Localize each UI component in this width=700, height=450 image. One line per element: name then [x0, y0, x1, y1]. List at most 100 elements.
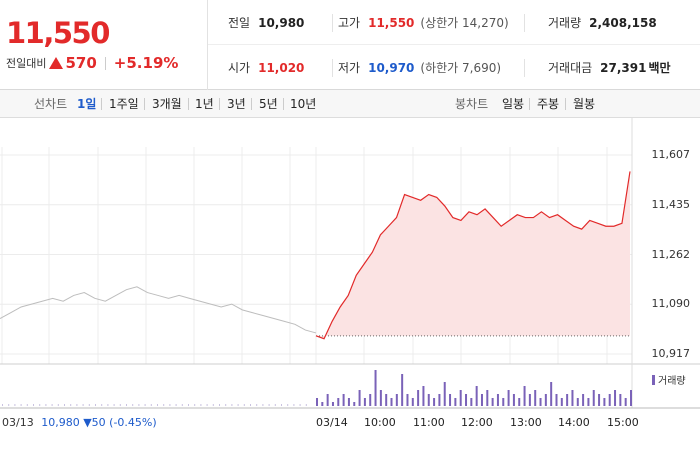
change-row: 전일대비 570 +5.19% [6, 54, 178, 72]
prev-volume-bar [144, 404, 146, 406]
candle-daily-button[interactable]: 일봉 [502, 97, 525, 111]
high-value: 11,550 [368, 15, 415, 30]
volume-bar [582, 394, 585, 406]
today-price-line [315, 171, 631, 340]
prev-volume-bar [88, 404, 90, 406]
volume-bar [475, 386, 478, 406]
prev-volume-bar [206, 404, 208, 406]
divider [565, 98, 566, 110]
prev-volume-bar [194, 404, 196, 406]
volume-bar [406, 394, 409, 406]
range-1w-button[interactable]: 1주일 [109, 97, 139, 111]
prev-volume-bar [33, 404, 34, 406]
prev-volume-bar [169, 404, 171, 406]
volume-bar [379, 390, 382, 406]
prev-volume-bar [163, 404, 165, 406]
prev-volume-bar [150, 404, 152, 406]
prev-volume-bar [250, 404, 251, 406]
y-tick-label: 10,917 [651, 347, 691, 360]
y-tick-label: 11,090 [651, 297, 691, 311]
y-tick-label: 11,435 [651, 197, 691, 211]
x-tick-label: 15:00 [607, 416, 639, 429]
volume-bar [374, 370, 377, 406]
range-3m-button[interactable]: 3개월 [152, 97, 182, 111]
change-amount: 570 [65, 54, 97, 72]
change-label: 전일대비 [6, 57, 47, 70]
divider [188, 98, 189, 110]
volume-bar [576, 398, 579, 406]
price-chart[interactable]: 11,607 11,435 11,262 11,090 10,917 03/14 10:0… [0, 118, 700, 450]
lower-limit: (하한가 7,690) [420, 61, 502, 75]
volume-bar [347, 398, 350, 406]
volume-bar [454, 398, 457, 406]
prev-volume-bar [231, 404, 233, 406]
prev-day-date: 03/13 [2, 416, 34, 429]
y-tick-label: 11,607 [651, 148, 691, 161]
volume-bar [390, 398, 393, 406]
y-tick-label: 11,262 [651, 247, 691, 261]
prev-volume-bar [274, 404, 276, 406]
divider [332, 59, 333, 77]
volume-bar [326, 394, 329, 406]
volume-bar [417, 390, 420, 406]
prev-volume-bar [2, 404, 3, 406]
volume-bar [480, 394, 483, 406]
prev-volume-bar [107, 404, 109, 406]
range-1d-button[interactable]: 1일 [77, 97, 97, 111]
volume-value: 2,408,158 [589, 15, 657, 30]
range-1y-button[interactable]: 1년 [195, 97, 214, 111]
stats-row-2: 시가 11,020 저가 10,970 (하한가 7,690) 거래대금 27,… [208, 45, 700, 90]
candle-chart-label: 봉차트 [455, 97, 489, 111]
prev-volume-bar [8, 404, 10, 406]
volume-swatch [652, 374, 655, 385]
volume-bar [560, 398, 563, 406]
x-tick-label: 14:00 [558, 416, 590, 429]
volume-bar [358, 390, 361, 406]
prev-volume-bar [281, 404, 282, 406]
candle-weekly-button[interactable]: 주봉 [537, 97, 560, 111]
low-cell: 저가 10,970 (하한가 7,690) [338, 45, 501, 90]
volume-bar [598, 394, 601, 406]
volume-bar [528, 394, 531, 406]
divider [101, 98, 102, 110]
stats-row-1: 전일 10,980 고가 11,550 (상한가 14,270) 거래량 2,4… [208, 0, 700, 45]
volume-bar [619, 394, 622, 406]
range-10y-button[interactable]: 10년 [290, 97, 317, 111]
volume-bar [502, 398, 505, 406]
volume-bar [321, 402, 324, 406]
volume-bar [491, 398, 494, 406]
divider [283, 98, 284, 110]
volume-bar [608, 394, 611, 406]
divider [219, 98, 220, 110]
prev-volume-bar [132, 404, 134, 406]
up-triangle-icon [49, 57, 64, 69]
candle-monthly-button[interactable]: 월봉 [573, 97, 596, 111]
prev-volume-bar [119, 404, 121, 406]
prev-volume-bar [101, 404, 103, 406]
x-tick-label: 03/14 [316, 416, 348, 429]
range-3y-button[interactable]: 3년 [227, 97, 246, 111]
prev-volume-bar [287, 404, 289, 406]
prev-day-note: 03/13 10,980 ▼50 (-0.45%) [2, 416, 157, 429]
range-5y-button[interactable]: 5년 [259, 97, 278, 111]
price-panel: 11,550 전일대비 570 +5.19% [0, 0, 208, 90]
volume-bar [422, 386, 425, 406]
prev-volume-bar [268, 404, 270, 406]
prev-close-label: 전일 [228, 16, 251, 30]
divider [251, 98, 252, 110]
volume-bar [385, 394, 388, 406]
volume-bar [550, 382, 553, 406]
change-percent: +5.19% [113, 54, 179, 72]
divider [332, 14, 333, 32]
volume-bar [459, 390, 462, 406]
volume-bar [427, 394, 430, 406]
divider [529, 98, 530, 110]
prev-volume-bar [256, 404, 258, 406]
line-chart-label: 선차트 [34, 97, 68, 111]
today-fill-area [316, 171, 630, 339]
prev-volume-bar [212, 404, 214, 406]
volume-bar [592, 390, 595, 406]
prev-volume-bar [181, 404, 183, 406]
volume-bar [438, 394, 441, 406]
prev-volume-bar [219, 404, 220, 406]
